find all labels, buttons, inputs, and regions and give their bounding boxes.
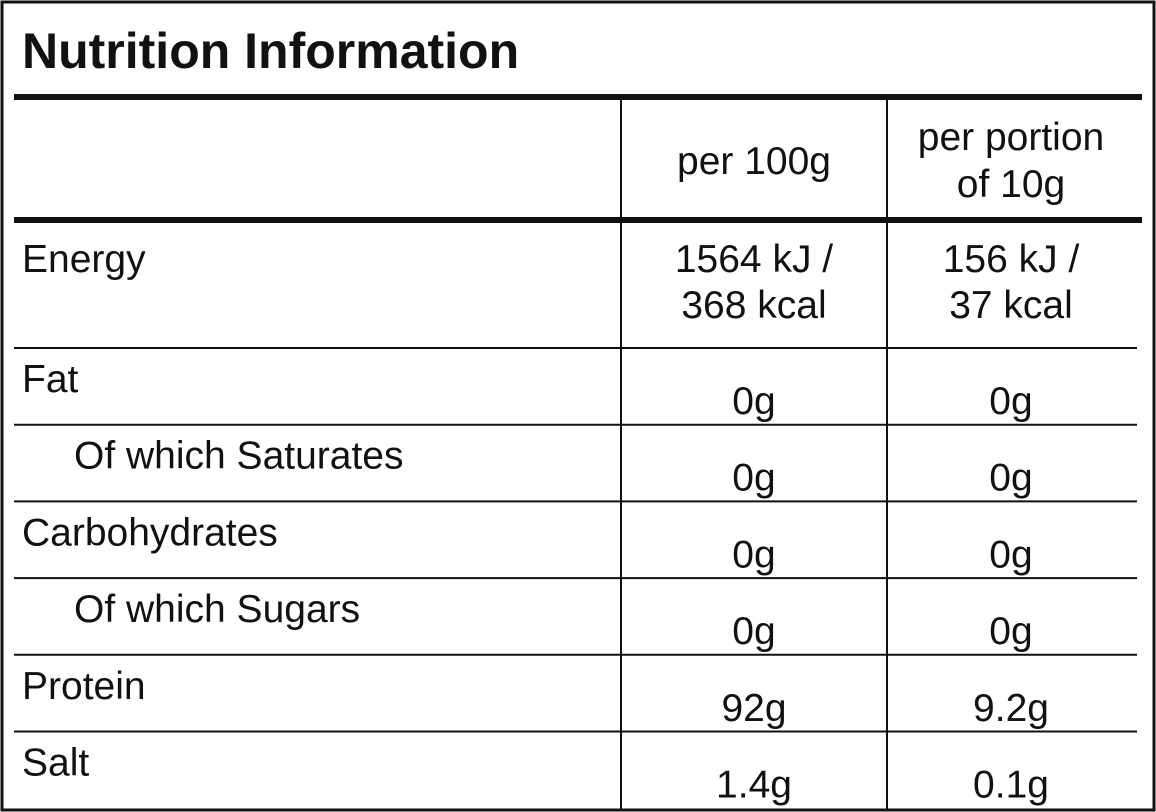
column-header: per portion [918,116,1104,159]
row-label: Fat [22,358,79,401]
column-header: per 100g [677,140,831,183]
cell-value: 0g [732,533,775,576]
cell-value: 0g [989,380,1032,423]
cell-value: 1564 kJ / [675,238,833,281]
cell-value: 0g [732,380,775,423]
row-label: Energy [22,238,146,281]
cell-value: 37 kcal [949,284,1073,327]
column-header: of 10g [957,163,1065,206]
cell-value: 0.1g [973,764,1049,807]
cell-value: 368 kcal [681,284,826,327]
cell-value: 1.4g [716,764,792,807]
cell-value: 92g [721,687,786,730]
row-label: Salt [22,742,89,785]
cell-value: 156 kJ / [943,238,1080,281]
cell-value: 0g [732,610,775,653]
row-label: Carbohydrates [22,511,278,554]
cell-value: 9.2g [973,687,1049,730]
title: Nutrition Information [22,23,519,79]
row-label: Protein [22,665,146,708]
cell-value: 0g [989,457,1032,500]
cell-value: 0g [732,457,775,500]
cell-value: 0g [989,533,1032,576]
sub-row-label: Of which Saturates [74,435,403,478]
sub-row-label: Of which Sugars [74,588,360,631]
cell-value: 0g [989,610,1032,653]
